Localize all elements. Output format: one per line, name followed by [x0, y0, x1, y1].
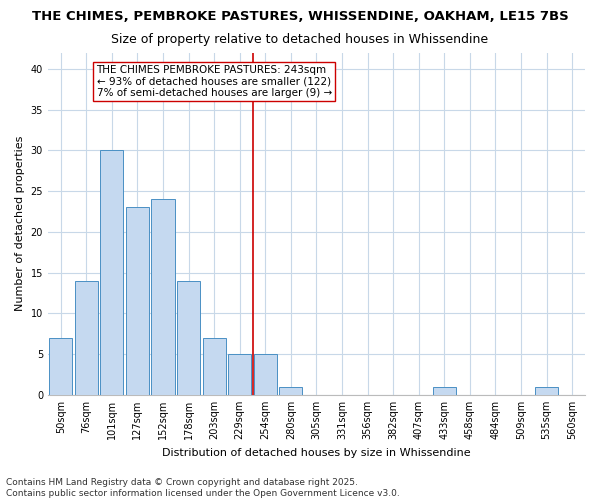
- Bar: [126, 208, 149, 395]
- Bar: [280, 387, 302, 395]
- Text: THE CHIMES PEMBROKE PASTURES: 243sqm
← 93% of detached houses are smaller (122)
: THE CHIMES PEMBROKE PASTURES: 243sqm ← 9…: [97, 64, 332, 98]
- Bar: [151, 200, 175, 395]
- Text: Contains HM Land Registry data © Crown copyright and database right 2025.
Contai: Contains HM Land Registry data © Crown c…: [6, 478, 400, 498]
- Y-axis label: Number of detached properties: Number of detached properties: [15, 136, 25, 312]
- X-axis label: Distribution of detached houses by size in Whissendine: Distribution of detached houses by size …: [162, 448, 471, 458]
- Bar: [100, 150, 124, 395]
- Bar: [535, 387, 558, 395]
- Text: Size of property relative to detached houses in Whissendine: Size of property relative to detached ho…: [112, 32, 488, 46]
- Bar: [433, 387, 456, 395]
- Bar: [177, 281, 200, 395]
- Text: THE CHIMES, PEMBROKE PASTURES, WHISSENDINE, OAKHAM, LE15 7BS: THE CHIMES, PEMBROKE PASTURES, WHISSENDI…: [32, 10, 568, 23]
- Bar: [49, 338, 72, 395]
- Bar: [203, 338, 226, 395]
- Bar: [75, 281, 98, 395]
- Bar: [254, 354, 277, 395]
- Bar: [228, 354, 251, 395]
